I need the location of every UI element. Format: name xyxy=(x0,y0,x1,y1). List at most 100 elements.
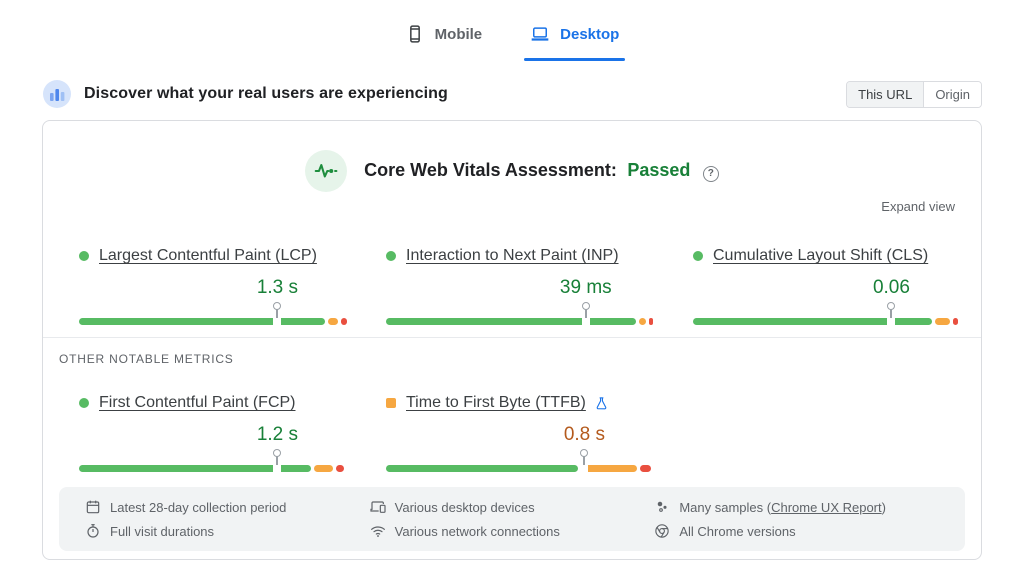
note-chrome: All Chrome versions xyxy=(654,523,939,539)
metric-value: 1.2 s xyxy=(256,424,299,445)
p75-marker xyxy=(272,301,282,327)
bar-segment-needs-improvement xyxy=(580,465,638,472)
bar-segment-needs-improvement xyxy=(934,318,950,325)
assessment-text: Core Web Vitals Assessment: Passed ? xyxy=(364,160,719,182)
other-metrics-row: First Contentful Paint (FCP) 1.2 s Time … xyxy=(79,392,656,474)
core-metrics-row: Largest Contentful Paint (LCP) 1.3 s Int… xyxy=(79,245,963,327)
metric-rating-bullet xyxy=(79,251,89,261)
metric-distribution-chart: 0.06 xyxy=(693,271,963,327)
metric-head: Interaction to Next Paint (INP) xyxy=(386,245,656,267)
distribution-bar xyxy=(79,318,349,325)
metric-link-inp[interactable]: Interaction to Next Paint (INP) xyxy=(406,247,619,264)
distribution-bar xyxy=(386,318,656,325)
metric-value: 1.3 s xyxy=(256,277,299,298)
help-icon[interactable]: ? xyxy=(702,165,719,182)
scope-toggle: This URL Origin xyxy=(846,80,982,108)
metric-ttfb: Time to First Byte (TTFB) 0.8 s xyxy=(386,392,656,474)
calendar-icon xyxy=(85,499,101,515)
assessment-header: Core Web Vitals Assessment: Passed ? xyxy=(43,121,981,192)
metric-lcp: Largest Contentful Paint (LCP) 1.3 s xyxy=(79,245,349,327)
note-calendar: Latest 28-day collection period xyxy=(85,499,370,515)
metric-rating-bullet xyxy=(386,251,396,261)
wifi-icon xyxy=(370,523,386,539)
distribution-bar xyxy=(693,318,963,325)
chrome-ux-report-link[interactable]: Chrome UX Report xyxy=(771,499,882,515)
metric-link-lcp[interactable]: Largest Contentful Paint (LCP) xyxy=(99,247,317,264)
bar-segment-needs-improvement xyxy=(638,318,647,325)
p75-marker xyxy=(272,448,282,474)
note-wifi: Various network connections xyxy=(370,523,655,539)
active-tab-underline xyxy=(524,58,626,61)
device-tabs: Mobile Desktop xyxy=(0,0,1024,63)
metric-distribution-chart: 39 ms xyxy=(386,271,656,327)
metric-cls: Cumulative Layout Shift (CLS) 0.06 xyxy=(693,245,963,327)
note-text: All Chrome versions xyxy=(679,523,796,539)
note-stopwatch: Full visit durations xyxy=(85,523,370,539)
bar-segment-poor xyxy=(341,318,347,325)
distribution-bar xyxy=(386,465,656,472)
note-text: Latest 28-day collection period xyxy=(110,499,287,515)
bar-segment-good xyxy=(693,318,932,325)
tab-label: Mobile xyxy=(434,25,483,43)
bar-segment-good xyxy=(79,318,325,325)
field-data-title: Discover what your real users are experi… xyxy=(84,85,448,102)
metric-value: 0.06 xyxy=(872,277,910,298)
assessment-title: Core Web Vitals Assessment: xyxy=(364,160,617,181)
chrome-icon xyxy=(654,523,670,539)
laptop-icon xyxy=(530,24,550,44)
phone-icon xyxy=(405,24,425,44)
p75-marker xyxy=(581,301,591,327)
metric-distribution-chart: 1.2 s xyxy=(79,418,349,474)
devices-icon xyxy=(370,499,386,515)
metric-link-fcp[interactable]: First Contentful Paint (FCP) xyxy=(99,394,296,411)
bar-chart-icon xyxy=(42,79,72,109)
other-metrics-heading: OTHER NOTABLE METRICS xyxy=(59,352,234,366)
distribution-bar xyxy=(79,465,349,472)
stopwatch-icon xyxy=(85,523,101,539)
experimental-flask-icon xyxy=(594,396,609,411)
scope-option-origin[interactable]: Origin xyxy=(923,81,981,107)
metric-value: 0.8 s xyxy=(563,424,606,445)
bar-segment-good xyxy=(79,465,312,472)
samples-icon xyxy=(654,499,670,515)
assessment-status: Passed xyxy=(627,160,691,181)
tab-desktop[interactable]: Desktop xyxy=(520,15,629,63)
bar-segment-poor xyxy=(649,318,654,325)
metric-link-cls[interactable]: Cumulative Layout Shift (CLS) xyxy=(713,247,929,264)
metric-link-ttfb[interactable]: Time to First Byte (TTFB) xyxy=(406,394,586,411)
metric-head: Cumulative Layout Shift (CLS) xyxy=(693,245,963,267)
tab-label: Desktop xyxy=(560,25,620,43)
bar-segment-needs-improvement xyxy=(314,465,334,472)
metric-inp: Interaction to Next Paint (INP) 39 ms xyxy=(386,245,656,327)
note-devices: Various desktop devices xyxy=(370,499,655,515)
collection-details-strip: Latest 28-day collection period Full vis… xyxy=(59,487,965,551)
metric-rating-bullet xyxy=(79,398,89,408)
metric-rating-bullet xyxy=(693,251,703,261)
note-samples: Many samples (Chrome UX Report) xyxy=(654,499,939,515)
metric-head: Largest Contentful Paint (LCP) xyxy=(79,245,349,267)
tab-mobile[interactable]: Mobile xyxy=(395,15,493,63)
section-divider xyxy=(43,337,981,338)
expand-view-button[interactable]: Expand view xyxy=(881,199,955,214)
metric-value: 39 ms xyxy=(559,277,612,298)
bar-segment-poor xyxy=(640,465,652,472)
metric-distribution-chart: 0.8 s xyxy=(386,418,656,474)
bar-segment-good xyxy=(386,465,578,472)
note-text: Various desktop devices xyxy=(394,499,535,515)
note-text: Various network connections xyxy=(394,523,560,539)
field-data-header: Discover what your real users are experi… xyxy=(42,79,982,109)
metric-head: First Contentful Paint (FCP) xyxy=(79,392,349,414)
bar-segment-good xyxy=(386,318,636,325)
metric-fcp: First Contentful Paint (FCP) 1.2 s xyxy=(79,392,349,474)
scope-option-this-url[interactable]: This URL xyxy=(847,81,924,107)
core-web-vitals-card: Core Web Vitals Assessment: Passed ? Exp… xyxy=(42,120,982,560)
p75-marker xyxy=(886,301,896,327)
p75-marker xyxy=(579,448,589,474)
pulse-icon xyxy=(305,150,348,192)
bar-segment-poor xyxy=(952,318,959,325)
metric-distribution-chart: 1.3 s xyxy=(79,271,349,327)
bar-segment-poor xyxy=(336,465,345,472)
metric-head: Time to First Byte (TTFB) xyxy=(386,392,656,414)
note-text: Full visit durations xyxy=(110,523,215,539)
note-text: Many samples (Chrome UX Report) xyxy=(679,499,886,515)
